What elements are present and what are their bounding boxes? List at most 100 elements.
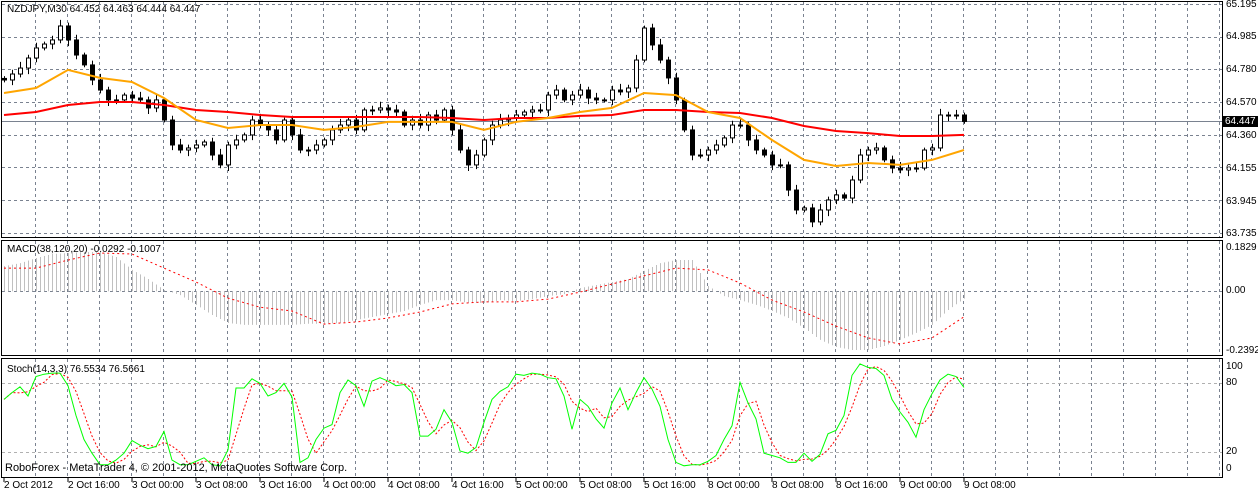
time-tick: 8 Oct 00:00 bbox=[708, 480, 760, 491]
time-tick: 4 Oct 16:00 bbox=[452, 480, 504, 491]
candle-bear bbox=[274, 129, 279, 141]
candle-bear bbox=[394, 109, 399, 113]
candle-bull bbox=[370, 109, 375, 112]
candle-bull bbox=[282, 119, 287, 141]
panel-frame bbox=[1, 358, 1223, 478]
candle-bull bbox=[234, 139, 239, 146]
time-tick: 4 Oct 00:00 bbox=[324, 480, 376, 491]
candle-bull bbox=[602, 99, 607, 102]
candle-bull bbox=[114, 99, 119, 102]
time-tick: 9 Oct 08:00 bbox=[964, 480, 1016, 491]
stoch-tick: 100 bbox=[1226, 361, 1243, 372]
candle-bull bbox=[474, 154, 479, 166]
candle-bear bbox=[666, 59, 671, 79]
candle-bull bbox=[610, 89, 615, 101]
candle-bull bbox=[634, 59, 639, 89]
time-tick: 3 Oct 00:00 bbox=[132, 480, 184, 491]
candle-bull bbox=[914, 167, 919, 170]
price-tick: 63.735 bbox=[1226, 228, 1257, 239]
candle-bear bbox=[386, 107, 391, 111]
candle-bear bbox=[650, 27, 655, 46]
candle-bull bbox=[818, 209, 823, 223]
macd-tick: -0.2392 bbox=[1226, 345, 1258, 356]
candle-bear bbox=[690, 129, 695, 156]
candle-bear bbox=[210, 141, 215, 156]
candle-bear bbox=[794, 189, 799, 211]
price-tick: 64.360 bbox=[1226, 130, 1257, 141]
candle-bear bbox=[754, 139, 759, 151]
candle-bull bbox=[242, 134, 247, 141]
slow-ma-line bbox=[3, 101, 965, 137]
candle-bear bbox=[170, 119, 175, 146]
price-tick: 64.780 bbox=[1226, 64, 1257, 75]
candle-bull bbox=[442, 109, 447, 121]
candle-bull bbox=[946, 114, 951, 117]
price-tick: 63.945 bbox=[1226, 196, 1257, 207]
candle-bull bbox=[186, 147, 191, 151]
candle-bear bbox=[674, 77, 679, 101]
candle-bear bbox=[66, 25, 71, 41]
time-tick: 9 Oct 00:00 bbox=[900, 480, 952, 491]
time-tick: 5 Oct 00:00 bbox=[516, 480, 568, 491]
time-tick: 4 Oct 08:00 bbox=[388, 480, 440, 491]
candle-bear bbox=[618, 89, 623, 93]
candle-bull bbox=[874, 147, 879, 151]
panel-frame bbox=[1, 240, 1223, 356]
candle-bear bbox=[770, 154, 775, 166]
stoch-tick: 0 bbox=[1226, 463, 1232, 474]
candle-bear bbox=[290, 119, 295, 136]
candle-bull bbox=[530, 109, 535, 113]
candle-bull bbox=[922, 149, 927, 169]
candle-bull bbox=[538, 109, 543, 112]
candle-bear bbox=[106, 89, 111, 101]
candle-bull bbox=[546, 94, 551, 111]
candle-bear bbox=[298, 134, 303, 151]
candle-bull bbox=[738, 124, 743, 127]
main-chart-title: NZDJPY,M30 64.452 64.463 64.444 64.447 bbox=[7, 4, 201, 15]
candle-bull bbox=[18, 67, 23, 75]
candle-bear bbox=[218, 154, 223, 166]
candle-bull bbox=[850, 179, 855, 199]
price-tick: 64.570 bbox=[1226, 97, 1257, 108]
candle-bear bbox=[810, 207, 815, 223]
candle-bear bbox=[130, 94, 135, 99]
candle-bull bbox=[58, 25, 63, 41]
macd-tick: 0.00 bbox=[1226, 285, 1246, 296]
candle-bull bbox=[906, 167, 911, 171]
candle-bull bbox=[306, 149, 311, 152]
candle-bull bbox=[42, 43, 47, 49]
candle-bull bbox=[858, 154, 863, 181]
candle-bull bbox=[482, 139, 487, 156]
candle-bear bbox=[586, 89, 591, 99]
candle-bull bbox=[554, 89, 559, 96]
candle-bear bbox=[898, 167, 903, 171]
time-tick: 2 Oct 16:00 bbox=[68, 480, 120, 491]
candle-bear bbox=[450, 109, 455, 131]
candle-bear bbox=[82, 54, 87, 66]
candle-bull bbox=[26, 57, 31, 69]
candle-bear bbox=[74, 39, 79, 56]
macd-signal-line bbox=[4, 252, 965, 345]
candle-bull bbox=[722, 137, 727, 146]
candle-bear bbox=[786, 164, 791, 191]
candle-bull bbox=[938, 114, 943, 149]
candle-bull bbox=[642, 27, 647, 61]
candle-bear bbox=[882, 147, 887, 161]
macd-tick: 0.1829 bbox=[1226, 242, 1257, 253]
candle-bull bbox=[578, 89, 583, 96]
candle-bull bbox=[714, 144, 719, 151]
candle-bull bbox=[34, 47, 39, 59]
candle-bull bbox=[346, 119, 351, 126]
candle-bull bbox=[50, 39, 55, 45]
time-tick: 3 Oct 08:00 bbox=[196, 480, 248, 491]
stoch-main-line bbox=[3, 363, 965, 467]
candle-bear bbox=[962, 114, 967, 122]
candle-bear bbox=[746, 124, 751, 141]
candle-bull bbox=[202, 141, 207, 146]
stoch-tick: 20 bbox=[1226, 446, 1238, 457]
candle-bull bbox=[802, 207, 807, 211]
candle-bull bbox=[330, 129, 335, 141]
time-tick: 5 Oct 16:00 bbox=[644, 480, 696, 491]
time-tick: 3 Oct 16:00 bbox=[260, 480, 312, 491]
